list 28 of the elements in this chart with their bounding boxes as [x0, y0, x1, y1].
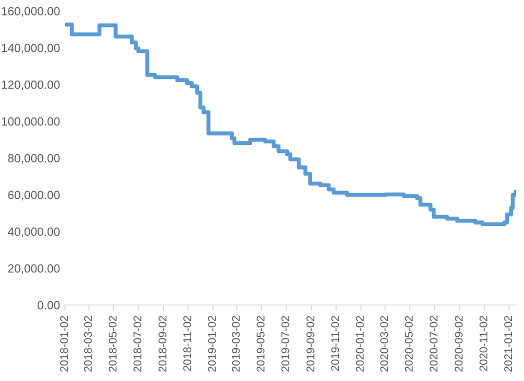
x-tick-label: 2018-05-02: [108, 316, 117, 372]
x-tick-label: 2018-01-02: [60, 316, 68, 372]
x-tick-label: 2019-07-02: [281, 316, 290, 372]
y-tick-label: 40,000.00: [8, 228, 60, 238]
x-tick-label: 2019-01-02: [208, 316, 216, 372]
x-tick-label: 2018-07-02: [133, 316, 142, 372]
y-tick-label: 120,000.00: [2, 80, 60, 90]
x-tick-label: 2018-03-02: [84, 316, 92, 372]
y-tick-label: 60,000.00: [8, 190, 60, 201]
y-tick-label: 0.00: [38, 301, 60, 310]
x-tick-label: 2020-01-02: [356, 316, 364, 372]
y-tick-label: 160,000.00: [2, 7, 60, 17]
x-tick-label: 2018-09-02: [158, 316, 166, 372]
x-tick-label: 2020-09-02: [454, 316, 463, 372]
x-tick-label: 2019-11-02: [331, 316, 340, 371]
x-tick-label: 2020-03-02: [380, 316, 388, 372]
x-tick-label: 2018-11-02: [183, 316, 192, 371]
x-tick-label: 2020-05-02: [404, 316, 413, 372]
x-tick-label: 2019-05-02: [256, 316, 265, 372]
x-tick-label: 2020-07-02: [430, 316, 438, 372]
x-tick-label: 2020-11-02: [480, 316, 488, 371]
y-tick-label: 140,000.00: [2, 44, 60, 54]
y-tick-label: 20,000.00: [8, 264, 60, 274]
y-tick-label: 80,000.00: [8, 154, 60, 164]
y-tick-label: 100,000.00: [2, 117, 60, 128]
x-tick-label: 2019-03-02: [232, 316, 240, 372]
x-tick-label: 2019-09-02: [306, 316, 314, 372]
x-tick-label: 2021-01-02: [504, 316, 512, 372]
